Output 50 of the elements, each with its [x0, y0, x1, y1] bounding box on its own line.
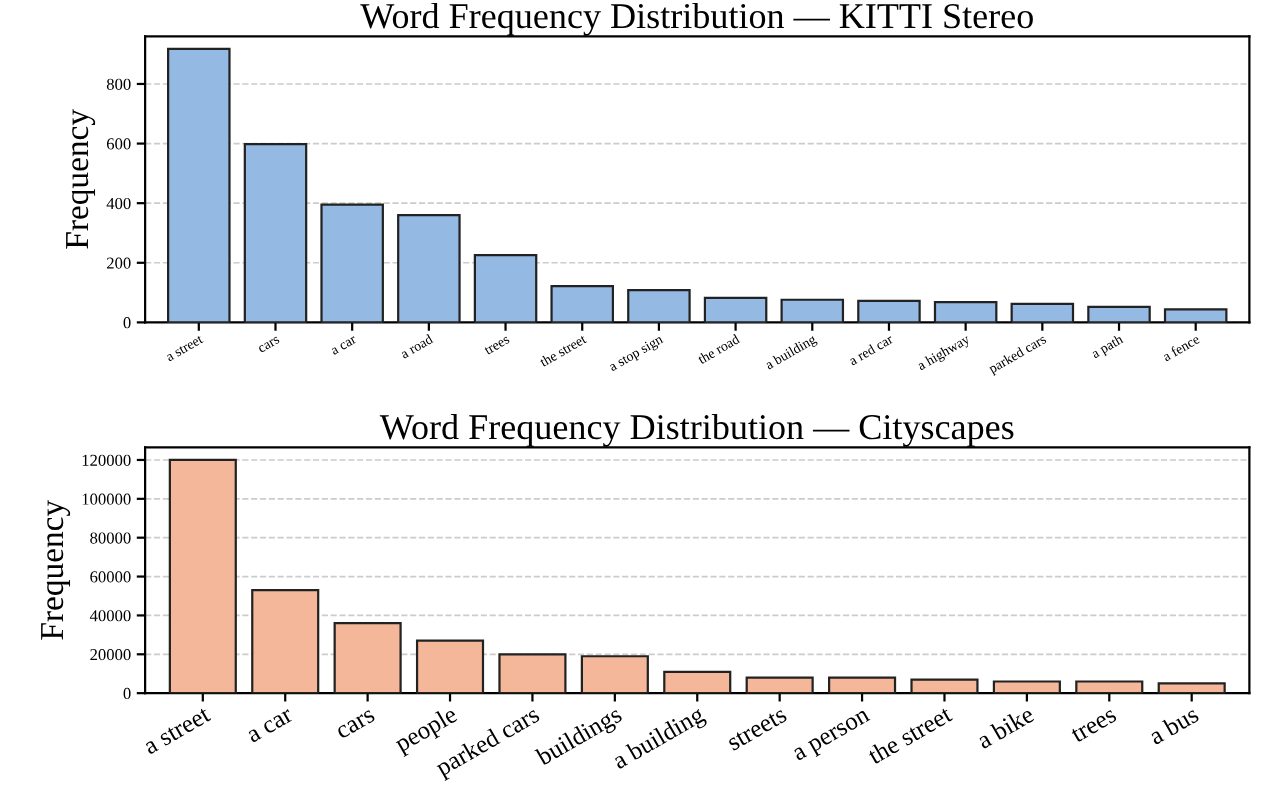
- y-tick-label: 200: [106, 257, 131, 269]
- x-tick-label: a bike: [975, 704, 1035, 750]
- bar: [627, 289, 691, 323]
- bar: [992, 680, 1061, 694]
- bar: [243, 143, 308, 323]
- bar: [168, 458, 237, 694]
- bar: [663, 670, 732, 694]
- y-tick-label: 800: [106, 78, 131, 90]
- y-tick-label: 100000: [82, 493, 131, 505]
- bar: [910, 678, 979, 694]
- y-tick-label: 0: [123, 687, 131, 700]
- bar: [933, 301, 998, 323]
- bar: [1157, 682, 1226, 694]
- x-tick-label: a bus: [1147, 704, 1200, 746]
- y-axis-title: Frequency: [41, 500, 71, 640]
- y-tick-label: 400: [106, 197, 131, 210]
- x-tick-label: streets: [726, 707, 788, 751]
- bar: [1010, 302, 1075, 323]
- chart-title: Word Frequency Distribution — KITTI Stereo: [360, 2, 1033, 36]
- bar: [828, 676, 897, 694]
- bar: [415, 639, 485, 694]
- bar: [333, 622, 402, 694]
- y-tick-label: 80000: [90, 532, 131, 544]
- bar: [580, 655, 649, 694]
- x-tick-label: a car: [247, 709, 294, 743]
- x-tick-label: trees: [1070, 707, 1118, 743]
- bar: [320, 203, 384, 323]
- y-tick-label: 60000: [90, 571, 131, 583]
- bar: [1087, 305, 1151, 323]
- chart-title: Word Frequency Distribution — Cityscapes: [379, 413, 1014, 447]
- y-tick-label: 40000: [89, 610, 131, 622]
- bar: [397, 213, 461, 323]
- bar: [1163, 308, 1228, 323]
- y-tick-label: 120000: [82, 454, 131, 466]
- bar: [473, 253, 538, 323]
- bar: [703, 296, 768, 323]
- x-tick-label: a street: [143, 707, 212, 755]
- bar: [780, 298, 845, 323]
- bar: [1075, 680, 1144, 694]
- bar: [550, 284, 615, 323]
- y-tick-label: 20000: [90, 648, 131, 661]
- y-tick-label: 600: [106, 138, 131, 150]
- bar: [498, 653, 567, 694]
- x-tick-label: cars: [336, 709, 376, 740]
- y-tick-label: 0: [123, 317, 131, 329]
- y-axis-title: Frequency: [66, 109, 96, 249]
- bar: [251, 589, 320, 694]
- bar: [857, 299, 921, 323]
- bar: [167, 47, 231, 323]
- bar: [745, 676, 814, 694]
